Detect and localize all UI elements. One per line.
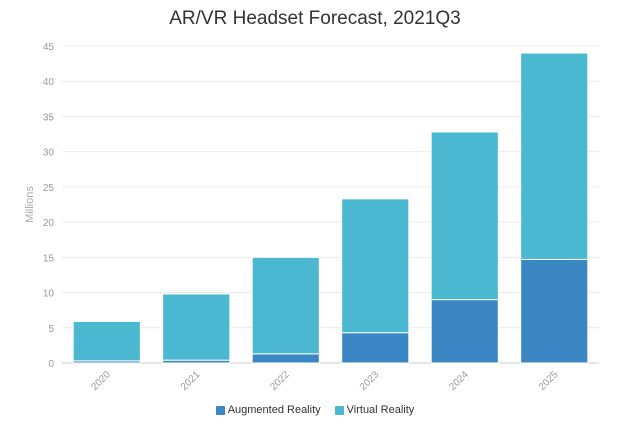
- bar-virtual-reality-2024: [430, 131, 499, 301]
- legend-swatch-augmented-reality: [215, 405, 225, 415]
- y-tick-label: 5: [48, 324, 54, 335]
- bar-virtual-reality-2023: [341, 198, 410, 334]
- y-axis-label: Millions: [24, 186, 36, 223]
- legend-item-augmented-reality[interactable]: Augmented Reality: [215, 404, 321, 416]
- bar-virtual-reality-2020: [72, 320, 141, 362]
- y-tick-label: 35: [43, 112, 55, 123]
- x-tick-label: 2025: [537, 369, 561, 393]
- x-tick-label: 2021: [179, 369, 203, 393]
- chart-title: AR/VR Headset Forecast, 2021Q3: [169, 8, 461, 29]
- x-tick-label: 2024: [447, 369, 471, 393]
- bar-augmented-reality-2025: [520, 258, 589, 364]
- y-tick-label: 15: [43, 253, 55, 264]
- bar-virtual-reality-2022: [251, 256, 320, 355]
- x-tick-label: 2022: [268, 369, 292, 393]
- y-tick-label: 30: [43, 148, 55, 159]
- x-tick-label: 2020: [89, 369, 113, 393]
- bar-augmented-reality-2023: [341, 332, 410, 364]
- y-tick-label: 45: [43, 42, 55, 53]
- legend-label-augmented-reality: Augmented Reality: [227, 404, 321, 416]
- bar-augmented-reality-2024: [430, 299, 499, 364]
- bar-virtual-reality-2021: [162, 293, 231, 361]
- y-tick-label: 40: [43, 77, 55, 88]
- legend-item-virtual-reality[interactable]: Virtual Reality: [334, 404, 415, 416]
- x-tick-label: 2023: [358, 369, 382, 393]
- legend-swatch-virtual-reality: [334, 405, 344, 415]
- y-tick-label: 10: [43, 289, 55, 300]
- y-tick-label: 25: [43, 183, 55, 194]
- bar-virtual-reality-2025: [520, 52, 589, 260]
- legend-label-virtual-reality: Virtual Reality: [346, 404, 415, 416]
- bar-augmented-reality-2022: [251, 353, 320, 364]
- y-tick-label: 0: [48, 359, 54, 370]
- y-tick-label: 20: [43, 218, 55, 229]
- legend: Augmented Reality Virtual Reality: [0, 404, 630, 416]
